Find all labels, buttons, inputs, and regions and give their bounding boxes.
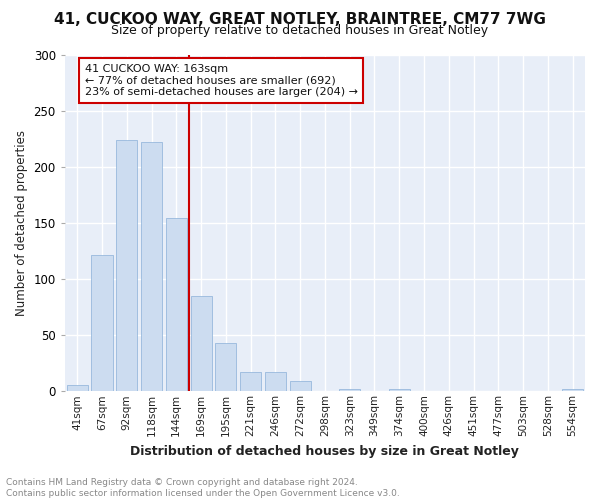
Bar: [339, 389, 360, 392]
Bar: [91, 254, 113, 392]
Bar: [240, 372, 261, 392]
Bar: [141, 142, 162, 392]
Bar: [166, 218, 187, 392]
Bar: [290, 381, 311, 392]
Bar: [67, 384, 88, 392]
Bar: [191, 296, 212, 392]
X-axis label: Distribution of detached houses by size in Great Notley: Distribution of detached houses by size …: [130, 444, 520, 458]
Bar: [116, 140, 137, 392]
Bar: [265, 372, 286, 392]
Bar: [215, 343, 236, 392]
Text: Size of property relative to detached houses in Great Notley: Size of property relative to detached ho…: [112, 24, 488, 37]
Bar: [389, 389, 410, 392]
Text: 41, CUCKOO WAY, GREAT NOTLEY, BRAINTREE, CM77 7WG: 41, CUCKOO WAY, GREAT NOTLEY, BRAINTREE,…: [54, 12, 546, 28]
Bar: [562, 389, 583, 392]
Y-axis label: Number of detached properties: Number of detached properties: [15, 130, 28, 316]
Text: 41 CUCKOO WAY: 163sqm
← 77% of detached houses are smaller (692)
23% of semi-det: 41 CUCKOO WAY: 163sqm ← 77% of detached …: [85, 64, 358, 97]
Text: Contains HM Land Registry data © Crown copyright and database right 2024.
Contai: Contains HM Land Registry data © Crown c…: [6, 478, 400, 498]
